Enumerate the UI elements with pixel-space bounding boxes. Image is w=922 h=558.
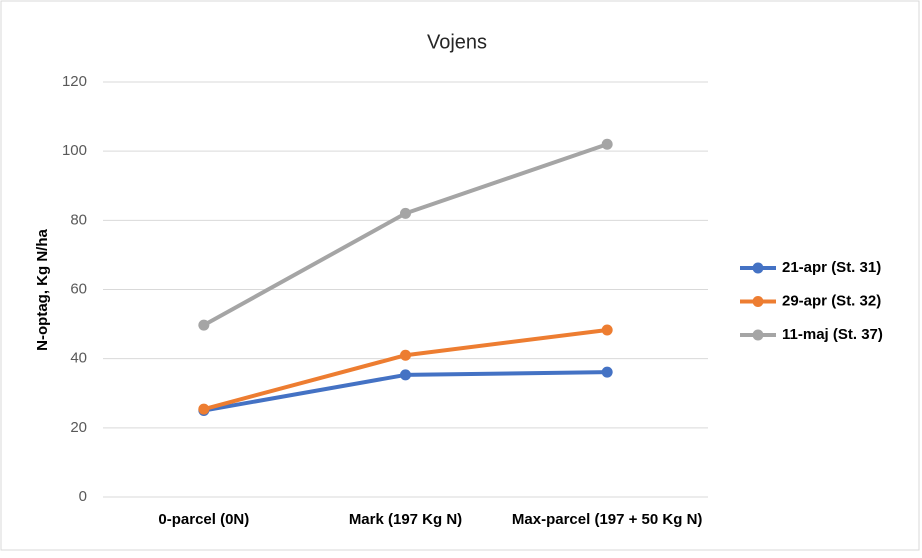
y-tick-label: 120 [62, 73, 87, 90]
y-tick-label: 60 [70, 280, 87, 297]
data-point [400, 349, 411, 361]
legend-label: 11-maj (St. 37) [782, 326, 883, 343]
data-point [198, 319, 210, 331]
legend-marker [752, 296, 764, 307]
data-point [400, 369, 411, 381]
legend-label: 21-apr (St. 31) [782, 259, 881, 276]
data-point [601, 324, 613, 336]
legend-marker [752, 262, 764, 274]
x-tick-label: 0-parcel (0N) [158, 511, 249, 528]
y-tick-label: 100 [62, 142, 87, 159]
y-tick-label: 0 [79, 488, 87, 505]
data-point [601, 138, 613, 150]
y-tick-label: 20 [70, 419, 87, 436]
data-point [601, 366, 613, 378]
x-tick-label: Max-parcel (197 + 50 Kg N) [512, 511, 703, 528]
data-point [198, 403, 210, 415]
y-tick-label: 40 [70, 350, 87, 367]
chart-title: Vojens [427, 31, 487, 53]
data-point [400, 207, 411, 219]
x-tick-label: Mark (197 Kg N) [349, 511, 462, 528]
y-axis-label: N-optag, Kg N/ha [34, 229, 51, 351]
y-tick-label: 80 [70, 211, 87, 228]
legend-marker [752, 329, 764, 341]
legend-label: 29-apr (St. 32) [782, 292, 881, 309]
